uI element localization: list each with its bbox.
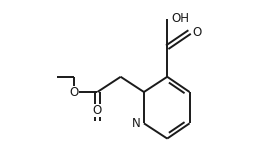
Text: O: O (69, 85, 79, 99)
Text: N: N (132, 117, 141, 130)
Text: O: O (93, 104, 102, 117)
Text: O: O (193, 26, 202, 39)
Text: OH: OH (171, 12, 189, 25)
